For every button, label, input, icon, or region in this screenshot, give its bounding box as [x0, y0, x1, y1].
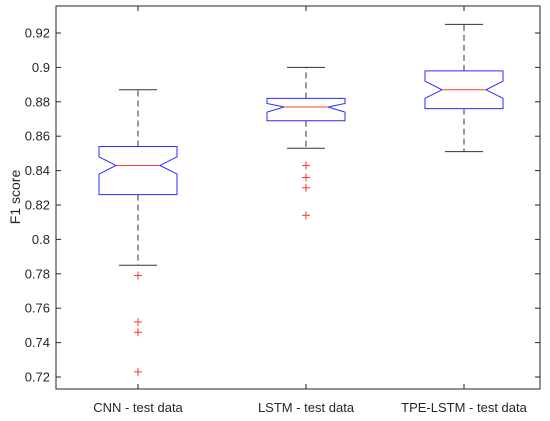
box-2 [266, 66, 346, 220]
plot-area [55, 5, 541, 390]
outlier-marker [302, 173, 310, 182]
outlier-marker [134, 317, 142, 326]
outlier-marker [134, 367, 142, 376]
outlier-marker [134, 271, 142, 280]
y-tick-label: 0.76 [25, 301, 50, 316]
box-1 [98, 89, 178, 376]
x-category-label: LSTM - test data [258, 400, 355, 415]
box-group [98, 23, 504, 376]
y-axis-label: F1 score [7, 170, 23, 225]
y-tick-label: 0.86 [25, 129, 50, 144]
notched-box [424, 70, 504, 110]
y-tick-label: 0.88 [25, 94, 50, 109]
y-tick-label: 0.84 [25, 163, 50, 178]
outlier-marker [302, 161, 310, 170]
y-tick-label: 0.92 [25, 26, 50, 41]
y-tick-label: 0.9 [32, 60, 50, 75]
x-axis-ticks: CNN - test data LSTM - test data TPE-LSTM … [93, 6, 528, 415]
y-tick-label: 0.74 [25, 335, 50, 350]
notched-box [98, 146, 178, 196]
notched-box [266, 97, 346, 122]
y-axis-ticks: 0.72 0.74 0.76 0.78 0.8 0.82 0.84 0.86 0.88 0.9 0.… [25, 26, 540, 385]
y-tick-label: 0.78 [25, 266, 50, 281]
outlier-marker [134, 328, 142, 337]
x-category-label: CNN - test data [93, 400, 183, 415]
box-3 [424, 23, 504, 153]
y-tick-label: 0.82 [25, 198, 50, 213]
outlier-marker [302, 183, 310, 192]
y-tick-label: 0.8 [32, 232, 50, 247]
y-tick-label: 0.72 [25, 370, 50, 385]
x-category-label: TPE-LSTM - test data [401, 400, 527, 415]
outlier-marker [302, 211, 310, 220]
